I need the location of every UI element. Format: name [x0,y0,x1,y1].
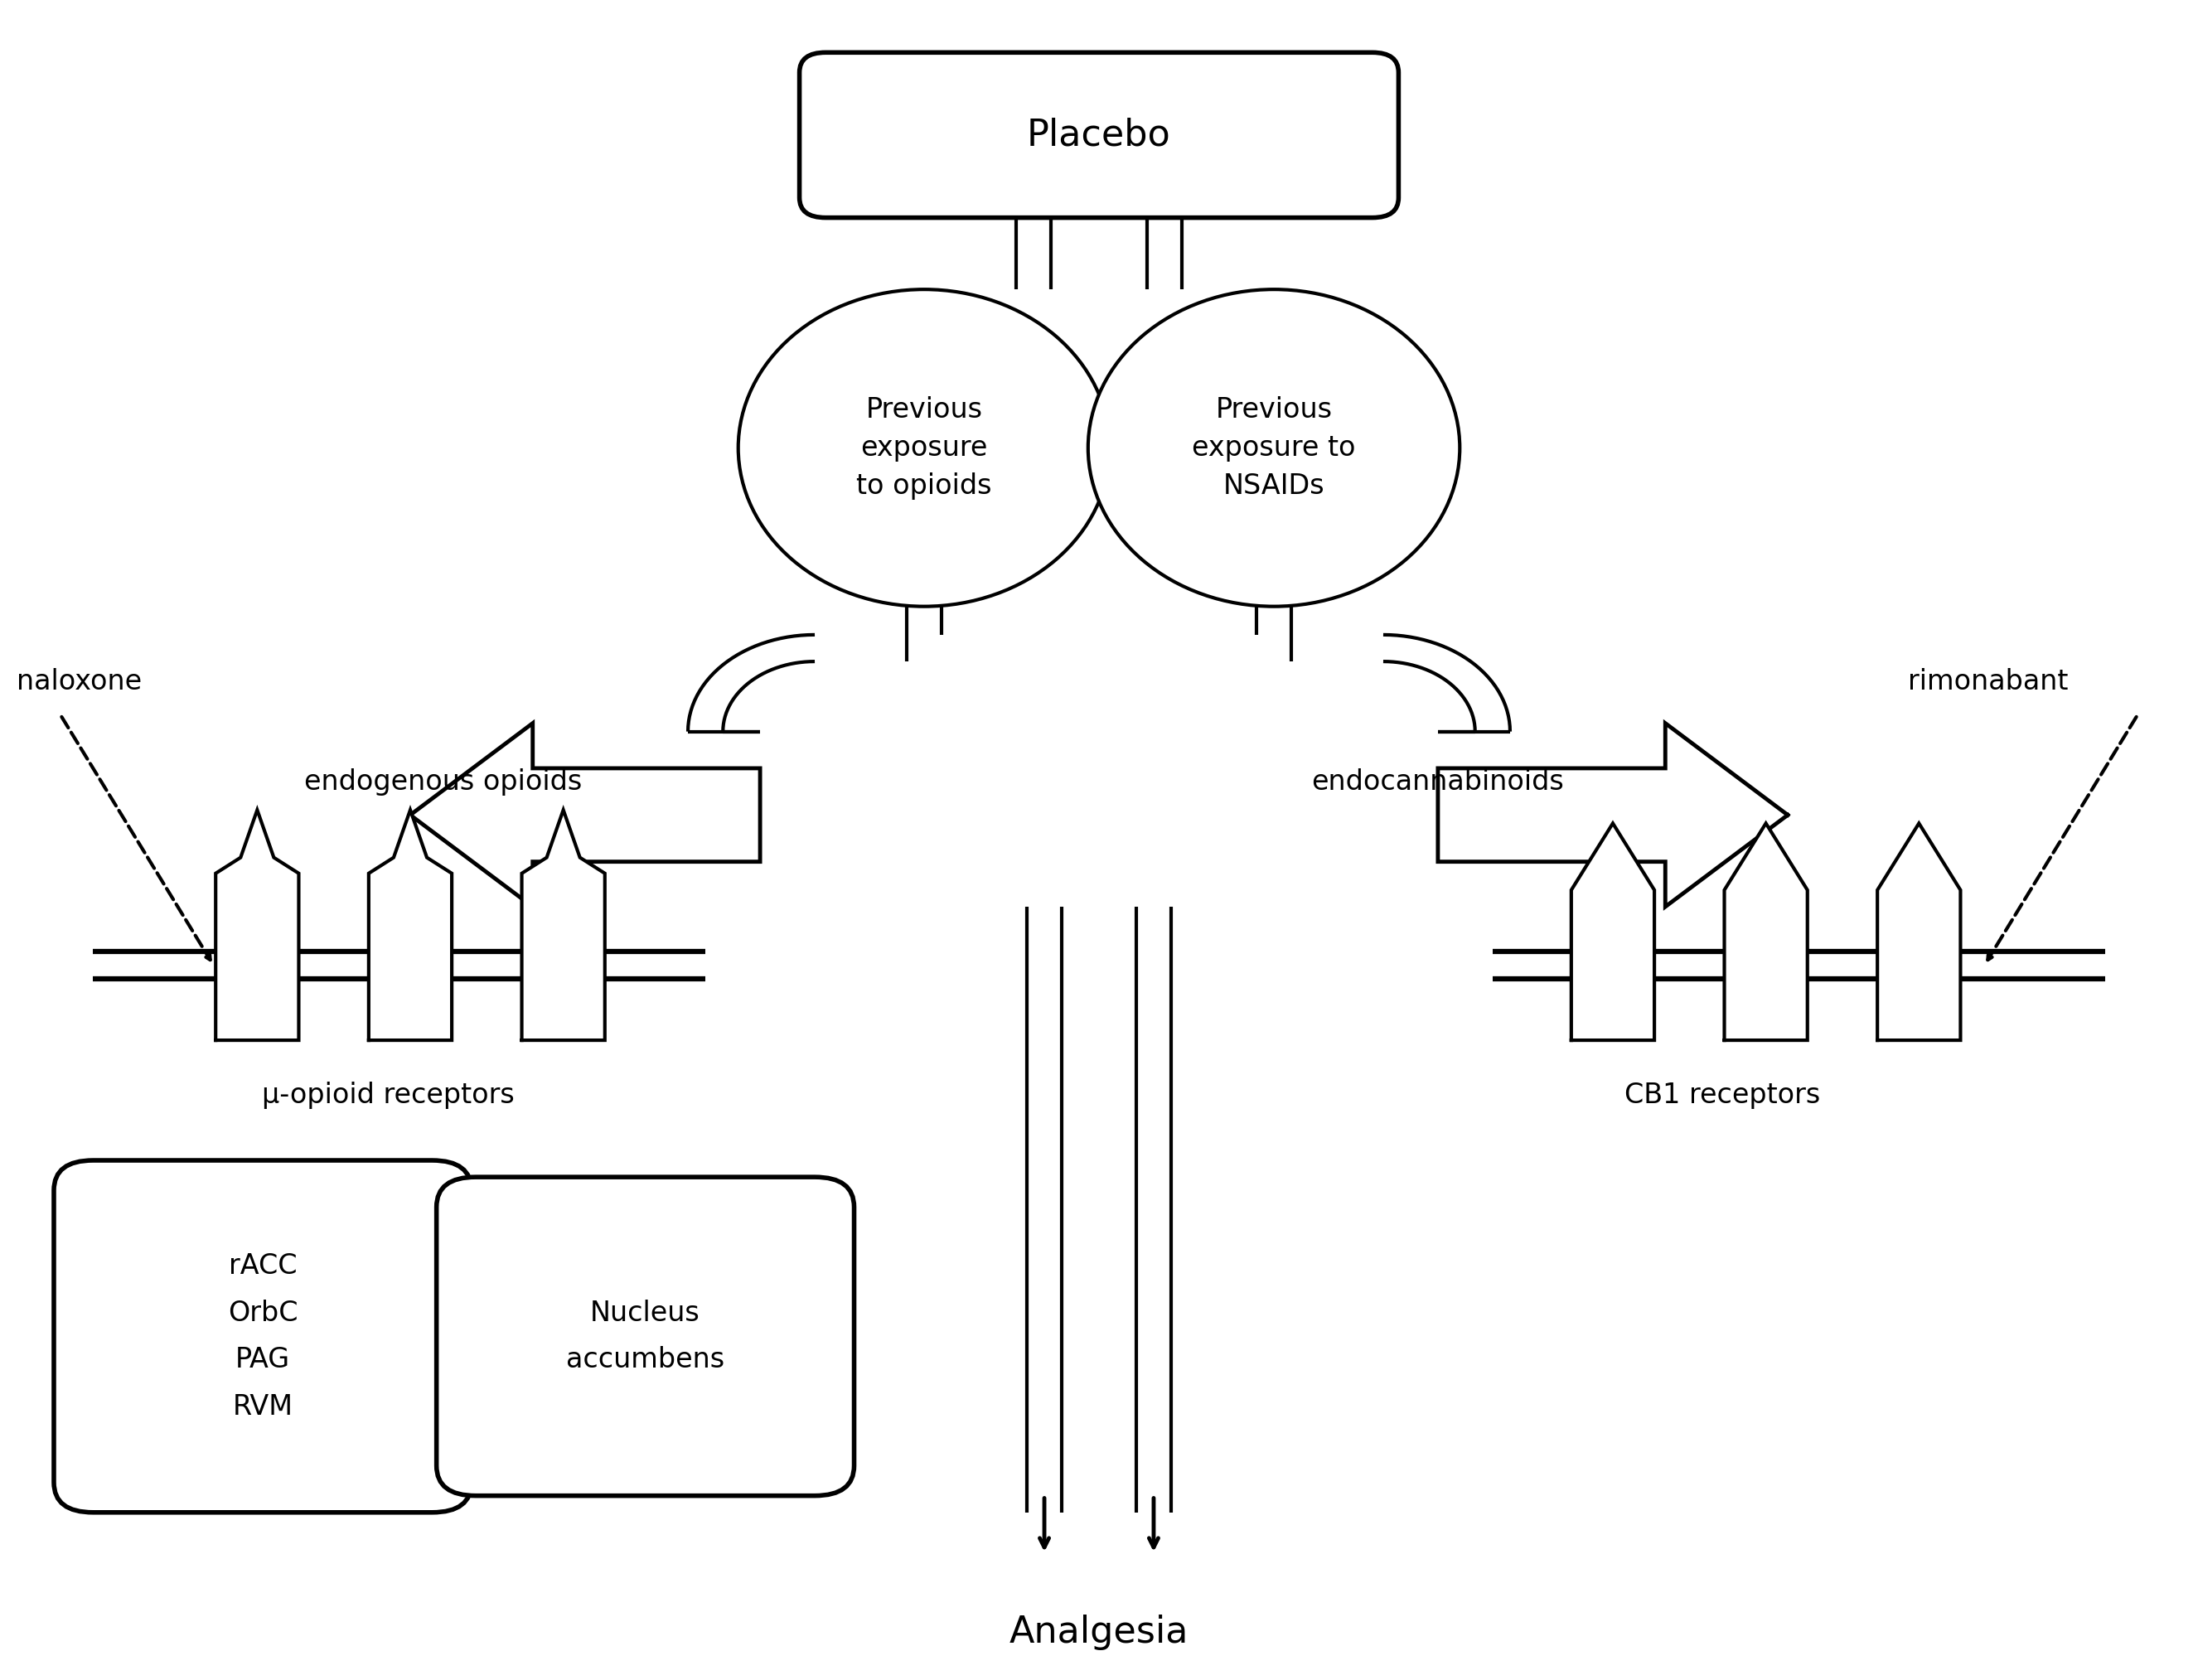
Polygon shape [215,810,299,1040]
Text: rimonabant: rimonabant [1908,669,2068,696]
Polygon shape [369,810,453,1040]
Polygon shape [1572,823,1655,1040]
Polygon shape [521,810,604,1040]
Ellipse shape [739,289,1110,606]
Text: CB1 receptors: CB1 receptors [1624,1082,1820,1109]
Text: Previous
exposure
to opioids: Previous exposure to opioids [857,396,991,499]
Polygon shape [411,722,761,907]
Text: Nucleus
accumbens: Nucleus accumbens [567,1299,725,1374]
FancyBboxPatch shape [437,1178,855,1495]
Polygon shape [1437,722,1787,907]
Text: endocannabinoids: endocannabinoids [1312,768,1565,795]
Text: naloxone: naloxone [18,669,143,696]
FancyBboxPatch shape [55,1161,473,1512]
Ellipse shape [1088,289,1459,606]
Polygon shape [1877,823,1961,1040]
Text: Previous
exposure to
NSAIDs: Previous exposure to NSAIDs [1191,396,1356,499]
Text: Placebo: Placebo [1026,118,1172,153]
FancyBboxPatch shape [800,52,1398,218]
Text: Analgesia: Analgesia [1009,1614,1189,1650]
Text: μ-opioid receptors: μ-opioid receptors [262,1082,514,1109]
Polygon shape [1725,823,1807,1040]
Text: endogenous opioids: endogenous opioids [303,768,582,795]
Text: rACC
OrbC
PAG
RVM: rACC OrbC PAG RVM [229,1253,297,1420]
